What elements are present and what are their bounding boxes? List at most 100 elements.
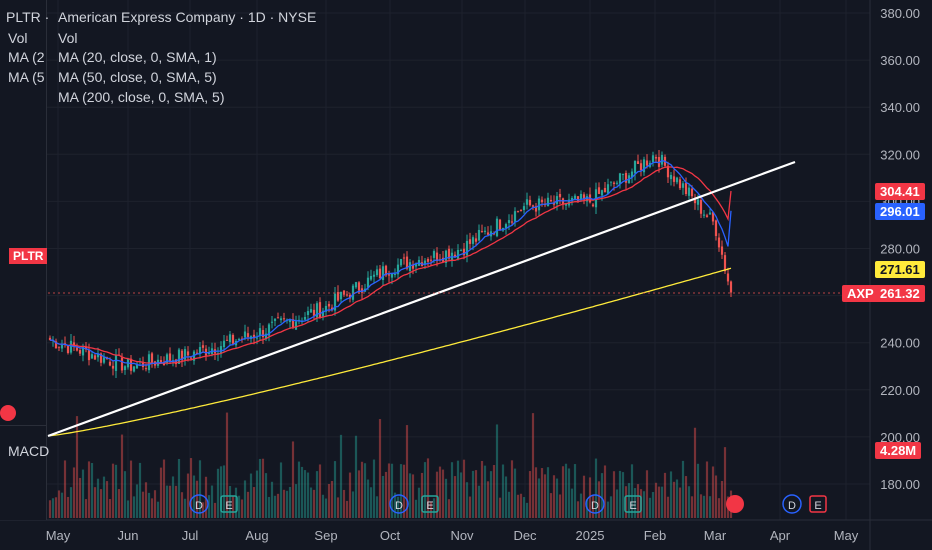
volume-bar (312, 489, 316, 518)
volume-bar (84, 499, 88, 518)
dividend-marker[interactable]: D (389, 494, 409, 514)
volume-bar (516, 494, 520, 518)
candle-body (453, 254, 457, 257)
earnings-marker[interactable]: E (624, 495, 642, 513)
volume-bar (228, 485, 232, 518)
candle-body (534, 206, 538, 212)
volume-bar (144, 482, 148, 518)
candle-body (507, 220, 511, 224)
candle-body (330, 307, 334, 311)
volume-bar (117, 489, 121, 518)
candle-body (231, 334, 235, 344)
candle-body (573, 195, 577, 200)
volume-bar (684, 476, 688, 518)
svg-text:E: E (814, 500, 821, 512)
dividend-marker[interactable]: D (189, 494, 209, 514)
volume-bar (153, 490, 157, 518)
candle-body (282, 318, 286, 320)
candle-body (261, 330, 265, 338)
candle-body (540, 199, 544, 203)
volume-bar (189, 458, 193, 518)
candle-body (303, 317, 307, 320)
earnings-marker[interactable]: E (809, 495, 827, 513)
candle-body (558, 194, 562, 198)
candle-body (603, 187, 607, 193)
volume-bar (348, 472, 352, 518)
volume-bar (645, 470, 649, 518)
volume-bar (219, 466, 223, 518)
candle-body (459, 250, 463, 252)
candle-body (609, 181, 613, 183)
candle-body (687, 187, 691, 196)
volume-bar (51, 498, 55, 518)
y-tick-label: 340.00 (880, 100, 920, 115)
earnings-marker[interactable]: E (220, 495, 238, 513)
volume-bar (504, 476, 508, 518)
candle-body (75, 347, 79, 351)
volume-bar (294, 484, 298, 518)
volume-bar (99, 489, 103, 518)
candle-body (93, 355, 97, 360)
volume-bar (273, 495, 277, 518)
volume-bar (213, 502, 217, 518)
earnings-marker[interactable]: E (421, 495, 439, 513)
candle-body (660, 154, 664, 165)
candle-body (348, 294, 352, 299)
volume-bar (69, 487, 73, 518)
candle-body (582, 194, 586, 200)
dividend-marker[interactable]: D (782, 494, 802, 514)
ma200-line (49, 267, 732, 437)
volume-bar (579, 493, 583, 518)
candle-body (546, 197, 550, 207)
x-tick-label: 2025 (576, 528, 605, 543)
volume-bar (108, 499, 112, 518)
volume-bar (336, 497, 340, 518)
volume-bar (168, 485, 172, 518)
volume-bar (360, 461, 364, 518)
candle-body (129, 358, 133, 371)
svg-text:E: E (629, 500, 636, 512)
volume-bar (678, 487, 682, 518)
volume-bar (450, 462, 454, 518)
candle-body (426, 258, 430, 262)
volume-bar (513, 468, 517, 518)
volume-bar (342, 489, 346, 518)
candle-body (564, 203, 568, 206)
ma200-price-label: 271.61 (875, 261, 925, 278)
volume-bar (456, 460, 460, 518)
candle-body (531, 205, 535, 207)
volume-bar (429, 501, 433, 518)
candle-body (411, 264, 415, 269)
volume-bar (183, 498, 187, 518)
x-tick-label: Feb (644, 528, 666, 543)
candle-body (165, 354, 169, 364)
candle-body (600, 190, 604, 196)
candle-body (372, 274, 376, 277)
volume-bar (600, 473, 604, 518)
lightning-icon[interactable] (0, 405, 16, 421)
volume-bar (621, 472, 625, 518)
dividend-marker[interactable]: D (585, 494, 605, 514)
volume-bar (561, 466, 565, 518)
volume-bar (708, 496, 712, 518)
volume-bar (249, 473, 253, 518)
volume-bar (282, 489, 286, 518)
volume-bar (594, 458, 598, 518)
candle-body (243, 331, 247, 338)
candle-body (237, 339, 241, 341)
volume-bar (126, 500, 130, 518)
candle-body (360, 288, 364, 293)
volume-bar (423, 462, 427, 518)
volume-bar (231, 495, 235, 518)
trendline (47, 160, 796, 438)
ma20-legend: MA (20, close, 0, SMA, 1) (58, 49, 217, 65)
candle-body (396, 264, 400, 275)
candle-body (198, 347, 202, 354)
candle-body (321, 310, 325, 317)
volume-bar (399, 464, 403, 518)
volume-bar (546, 467, 550, 518)
x-tick-label: May (46, 528, 71, 543)
svg-text:D: D (788, 500, 796, 512)
